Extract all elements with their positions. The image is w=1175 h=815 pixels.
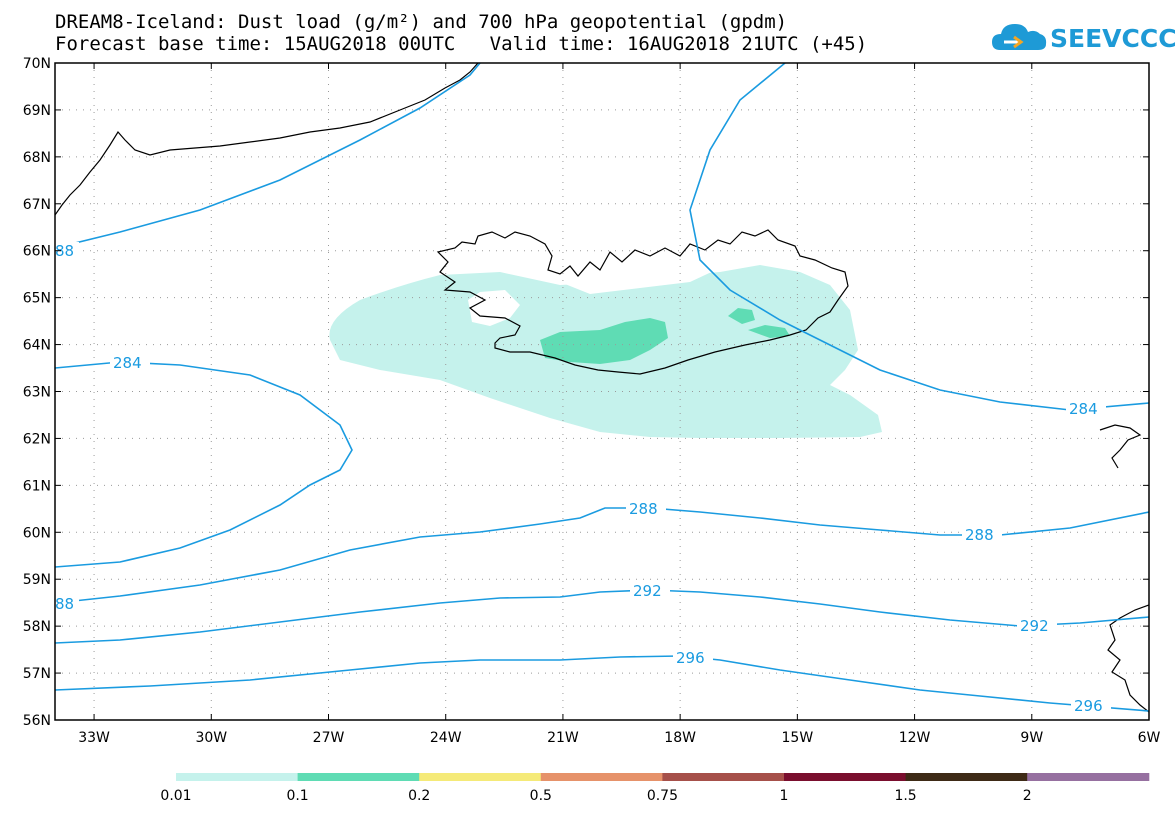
colorbar: 0.01 0.1 0.2 0.5 0.75 1 1.5 2 <box>160 773 1150 804</box>
colorbar-swatch <box>297 773 420 781</box>
lat-label: 64N <box>23 338 51 354</box>
lat-label: 65N <box>23 291 51 307</box>
colorbar-swatch <box>905 773 1028 781</box>
dust-area-0.1-east-a <box>728 308 755 324</box>
lat-label: 63N <box>23 385 51 401</box>
lon-label: 21W <box>547 730 579 746</box>
lat-label: 56N <box>23 713 51 729</box>
colorbar-swatch <box>176 773 299 781</box>
map-subtitle: Forecast base time: 15AUG2018 00UTC Vali… <box>55 33 868 55</box>
contour-288 <box>55 507 1149 604</box>
colorbar-swatch <box>540 773 663 781</box>
colorbar-swatch <box>1027 773 1150 781</box>
colorbar-label: 1 <box>780 788 789 804</box>
lon-label: 18W <box>664 730 696 746</box>
lat-label: 66N <box>23 244 51 260</box>
dust-area-0.1-east-b <box>748 325 790 338</box>
lat-label: 60N <box>23 525 51 541</box>
dust-load-shading <box>329 262 882 438</box>
colorbar-label: 0.1 <box>286 788 308 804</box>
colorbar-swatch <box>662 773 785 781</box>
map-title: DREAM8-Iceland: Dust load (g/m²) and 700… <box>55 11 788 33</box>
colorbar-label: 0.75 <box>647 788 678 804</box>
colorbar-label: 0.2 <box>408 788 430 804</box>
geopotential-contours <box>55 63 1149 712</box>
contour-label-296-mid: 296 <box>676 649 705 667</box>
dust-area-0.1 <box>540 318 668 364</box>
contour-label-284-east: 284 <box>1069 400 1098 418</box>
logo-text: SEEVCCC <box>1050 24 1175 53</box>
contour-label-288-mid: 288 <box>629 500 658 518</box>
contour-label-284-west: 284 <box>113 354 142 372</box>
colorbar-swatch <box>419 773 542 781</box>
lat-label: 57N <box>23 666 51 682</box>
greenland-coast <box>55 63 479 216</box>
iceland-coast <box>436 229 849 375</box>
colorbar-label: 1.5 <box>894 788 916 804</box>
contour-label-292-mid: 292 <box>633 582 662 600</box>
lat-label: 70N <box>23 56 51 72</box>
cloud-icon <box>992 24 1047 50</box>
lat-label: 67N <box>23 197 51 213</box>
contour-label-288-east: 288 <box>965 526 994 544</box>
contour-284-east <box>689 63 1149 411</box>
lon-label: 6W <box>1138 730 1161 746</box>
contour-label-288-north: 88 <box>55 242 74 260</box>
contour-labels: 284 284 88 288 288 88 292 292 296 296 <box>55 242 1111 715</box>
map-axes: 70N 69N 68N 67N 66N 65N 64N 63N 62N 61N 60N 59N 58N 5… <box>23 56 1161 746</box>
lat-label: 69N <box>23 103 51 119</box>
lat-label: 61N <box>23 478 51 494</box>
lat-label: 58N <box>23 619 51 635</box>
lat-label: 62N <box>23 431 51 447</box>
colorbar-label: 2 <box>1023 788 1032 804</box>
lon-label: 30W <box>195 730 227 746</box>
dust-hole <box>468 290 520 326</box>
lon-label: 9W <box>1020 730 1043 746</box>
lon-label: 12W <box>899 730 931 746</box>
lon-label: 27W <box>313 730 345 746</box>
lat-lon-grid <box>55 63 1149 720</box>
colorbar-label: 0.5 <box>530 788 552 804</box>
contour-292 <box>55 589 1149 644</box>
contour-288-north <box>55 63 481 249</box>
coastlines <box>55 63 1149 713</box>
lat-label: 59N <box>23 572 51 588</box>
contour-296 <box>55 655 1149 712</box>
dust-hole-north <box>560 262 720 294</box>
faroe-shetland-coast <box>1099 424 1142 469</box>
colorbar-swatch <box>784 773 907 781</box>
scotland-coast <box>1107 604 1149 713</box>
contour-label-288-west: 88 <box>55 595 74 613</box>
lon-label: 24W <box>430 730 462 746</box>
contour-284-west <box>55 361 353 568</box>
colorbar-label: 0.01 <box>160 788 191 804</box>
contour-label-292-east: 292 <box>1020 617 1049 635</box>
lat-label: 68N <box>23 150 51 166</box>
lon-label: 15W <box>782 730 814 746</box>
seevccc-logo: SEEVCCC <box>990 20 1175 56</box>
contour-label-296-east: 296 <box>1074 697 1103 715</box>
lon-label: 33W <box>78 730 110 746</box>
